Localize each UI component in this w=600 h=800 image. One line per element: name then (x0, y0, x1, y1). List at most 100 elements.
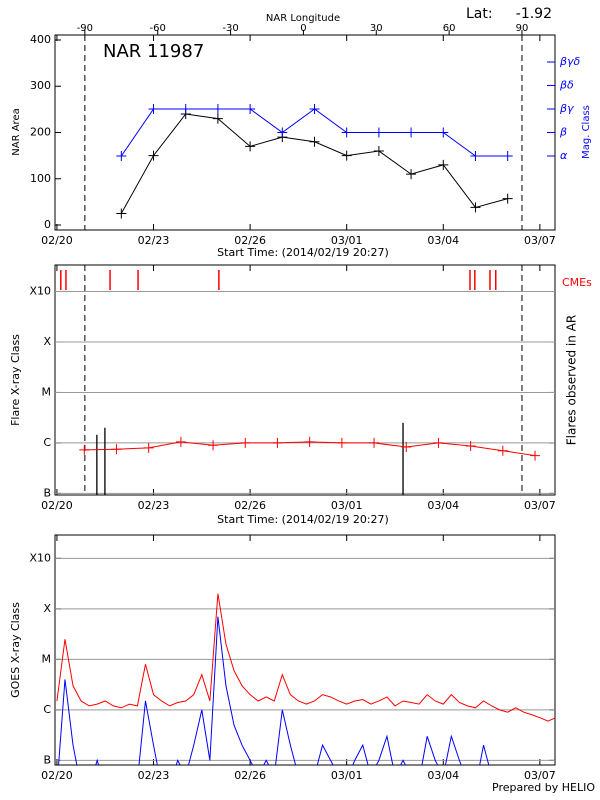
series-line (56, 593, 555, 722)
point-marker (240, 437, 251, 448)
y-tick-label: B (43, 753, 51, 766)
point-marker (438, 159, 449, 170)
point-marker (470, 202, 481, 213)
y2-axis-label: Mag. Class (581, 105, 592, 159)
point-marker (143, 442, 154, 453)
point-marker (465, 440, 476, 451)
series-line (58, 616, 490, 765)
y-tick-label: X (43, 602, 51, 615)
point-marker (438, 127, 449, 138)
point-marker (148, 150, 159, 161)
x-tick-label: 02/23 (138, 769, 170, 782)
x-tick-label: 02/26 (234, 499, 266, 512)
x-tick-label: 03/04 (427, 234, 459, 247)
x2-tick-label: -60 (150, 23, 166, 34)
footer: Prepared by HELIO (492, 781, 595, 794)
x-tick-label: 02/20 (41, 769, 73, 782)
point-marker (116, 208, 127, 219)
series-line (120, 108, 508, 157)
point-marker (336, 437, 347, 448)
point-marker (148, 104, 159, 115)
y-tick-label: 300 (30, 79, 51, 92)
panel-frame (54, 534, 556, 766)
point-marker (116, 150, 127, 161)
point-marker (502, 193, 513, 204)
y-tick-label: M (42, 385, 52, 398)
y2-tick-label: βγδ (559, 55, 581, 68)
point-marker (180, 104, 191, 115)
x2-tick-label: 60 (443, 23, 456, 34)
x2-tick-label: -30 (222, 23, 238, 34)
y-tick-label: 100 (30, 172, 51, 185)
x-tick-label: 02/20 (41, 234, 73, 247)
point-marker (341, 150, 352, 161)
y-tick-label: C (43, 703, 51, 716)
y-axis-label: GOES X-ray Class (9, 602, 22, 698)
x2-tick-label: 0 (300, 23, 306, 34)
point-marker (79, 444, 90, 455)
x-axis-label: Start Time: (2014/02/19 20:27) (217, 513, 389, 526)
point-marker (208, 440, 219, 451)
x-tick-label: 02/23 (138, 234, 170, 247)
x-tick-label: 03/07 (524, 499, 556, 512)
x-tick-label: 02/26 (234, 234, 266, 247)
y2-tick-label: βδ (559, 79, 574, 92)
point-marker (401, 442, 412, 453)
y-tick-label: 0 (44, 218, 51, 231)
y-tick-label: X (43, 335, 51, 348)
point-marker (373, 127, 384, 138)
x2-tick-label: 30 (370, 23, 383, 34)
y-tick-label: X10 (29, 551, 51, 564)
point-marker (309, 104, 320, 115)
point-marker (309, 136, 320, 147)
lat-value: -1.92 (516, 6, 552, 22)
x-tick-label: 02/23 (138, 499, 170, 512)
x2-tick-label: -90 (77, 23, 93, 34)
point-marker (373, 146, 384, 157)
point-marker (406, 169, 417, 180)
x-tick-label: 02/20 (41, 499, 73, 512)
panel-frame (54, 264, 556, 496)
point-marker (341, 127, 352, 138)
point-marker (470, 150, 481, 161)
x-tick-label: 03/04 (427, 769, 459, 782)
x-tick-label: 03/01 (331, 499, 363, 512)
x2-tick-label: 90 (516, 23, 529, 34)
chart-title: NAR 11987 (103, 41, 204, 62)
lat-label: Lat: (466, 6, 493, 22)
x-tick-label: 02/26 (234, 769, 266, 782)
y-tick-label: M (42, 652, 52, 665)
y-axis-label: Flare X-ray Class (9, 334, 22, 426)
y-tick-label: C (43, 436, 51, 449)
point-marker (406, 127, 417, 138)
series-line (120, 113, 508, 214)
y-tick-label: 200 (30, 126, 51, 139)
x-tick-label: 03/01 (331, 234, 363, 247)
x-tick-label: 03/04 (427, 499, 459, 512)
y2-tick-label: βγ (559, 102, 574, 115)
point-marker (212, 104, 223, 115)
x2-axis-label: NAR Longitude (266, 13, 340, 24)
point-marker (175, 436, 186, 447)
x-tick-label: 03/07 (524, 234, 556, 247)
point-marker (497, 445, 508, 456)
point-marker (245, 141, 256, 152)
point-marker (272, 437, 283, 448)
point-marker (212, 113, 223, 124)
point-marker (530, 450, 541, 461)
y2-tick-label: α (560, 149, 568, 162)
y-tick-label: 400 (30, 33, 51, 46)
point-marker (277, 127, 288, 138)
panel-frame (54, 34, 556, 231)
y-tick-label: X10 (29, 285, 51, 298)
point-marker (304, 436, 315, 447)
y-tick-label: B (43, 486, 51, 499)
cme-label: CMEs (562, 276, 592, 289)
y-axis-label: NAR Area (11, 108, 22, 155)
point-marker (369, 437, 380, 448)
point-marker (111, 444, 122, 455)
point-marker (433, 437, 444, 448)
x-tick-label: 03/07 (524, 769, 556, 782)
point-marker (245, 104, 256, 115)
